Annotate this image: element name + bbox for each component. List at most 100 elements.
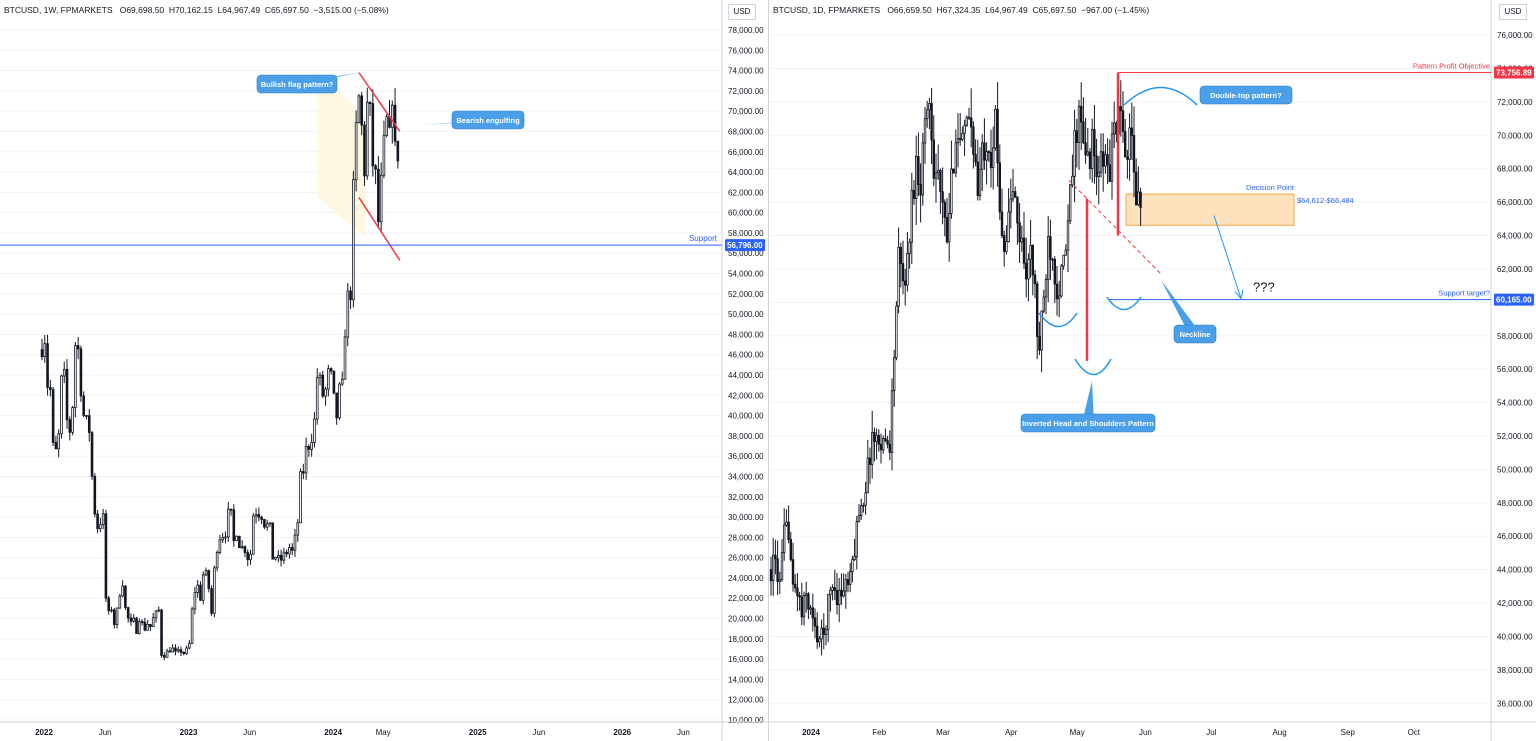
candle xyxy=(1013,186,1017,199)
candle-body xyxy=(793,583,797,589)
candle-body xyxy=(1082,121,1085,144)
price-tag-text: 60,165.00 xyxy=(1496,296,1532,305)
candle xyxy=(906,232,909,292)
candle xyxy=(877,429,881,452)
y-tick-label: 20,000.00 xyxy=(728,615,764,624)
candle-body xyxy=(921,142,925,196)
candle xyxy=(338,382,341,420)
candle-body xyxy=(1011,191,1015,200)
candle xyxy=(800,582,804,626)
y-tick-label: 36,000.00 xyxy=(1497,699,1533,708)
candle-body xyxy=(112,609,116,626)
symbol-label[interactable]: BTCUSD, 1W, FPMARKETS xyxy=(4,5,113,15)
candle xyxy=(921,132,925,206)
symbol-label[interactable]: BTCUSD, 1D, FPMARKETS xyxy=(773,5,881,15)
candle xyxy=(857,504,861,523)
candle xyxy=(246,549,250,567)
candle xyxy=(855,515,859,570)
candle-body xyxy=(862,504,865,507)
candle xyxy=(791,542,795,592)
candle xyxy=(101,508,105,530)
y-tick-label: 60,000.00 xyxy=(728,209,764,218)
candle xyxy=(324,386,327,406)
candle-body xyxy=(809,607,812,610)
x-tick-label: Feb xyxy=(872,728,886,737)
x-tick-label: Sep xyxy=(1341,728,1356,737)
candle xyxy=(793,573,797,593)
candle-body xyxy=(321,374,325,397)
candle xyxy=(154,609,158,623)
candle xyxy=(290,543,294,556)
candle xyxy=(818,635,821,648)
candle xyxy=(321,370,325,399)
candle xyxy=(40,338,44,361)
candle xyxy=(149,623,152,632)
x-tick-label: Jun xyxy=(99,728,112,737)
candle xyxy=(917,132,920,197)
candle-body xyxy=(1137,191,1140,206)
candle xyxy=(983,118,986,170)
x-tick-label: Jun xyxy=(243,728,256,737)
candle-body xyxy=(1000,211,1004,236)
candle-body xyxy=(1121,110,1125,132)
y-tick-label: 50,000.00 xyxy=(1497,465,1533,474)
candle xyxy=(972,121,975,169)
callout-box xyxy=(451,110,525,130)
candle-body xyxy=(304,446,308,474)
price-tag-box xyxy=(725,239,765,252)
currency-button[interactable]: USD xyxy=(728,4,756,20)
candle xyxy=(965,115,969,127)
candle xyxy=(76,336,80,360)
candle-body xyxy=(890,390,894,453)
y-tick-label: 68,000.00 xyxy=(1497,165,1533,174)
candle xyxy=(82,391,86,418)
inverted-hs-callout: Inverted Head and Shoulders Pattern xyxy=(1020,381,1156,433)
candle-body xyxy=(1055,283,1059,300)
candle xyxy=(789,531,793,562)
objective-label: Pattern Profit Objective xyxy=(1413,62,1490,71)
candle-body xyxy=(886,440,889,445)
candle xyxy=(780,539,784,582)
candle xyxy=(1110,121,1114,200)
candle-body xyxy=(1088,151,1092,169)
candle xyxy=(1035,281,1039,360)
candle-body xyxy=(79,348,83,397)
flag-upper-line xyxy=(358,72,401,132)
y-tick-label: 52,000.00 xyxy=(728,290,764,299)
candle-body xyxy=(822,627,826,635)
candle-body xyxy=(271,522,275,560)
candle-body xyxy=(903,280,907,286)
y-tick-label: 12,000.00 xyxy=(728,696,764,705)
candle xyxy=(1084,117,1087,164)
candle-body xyxy=(908,241,911,254)
candle xyxy=(989,129,993,188)
support-label: Support xyxy=(689,234,718,243)
candle xyxy=(179,646,183,657)
candle xyxy=(961,126,964,142)
candle xyxy=(1134,158,1138,206)
candle xyxy=(879,433,883,464)
candle-body xyxy=(1139,191,1142,208)
candle-body xyxy=(188,642,191,649)
candle xyxy=(240,540,244,550)
y-tick-label: 16,000.00 xyxy=(728,655,764,664)
candle xyxy=(243,545,247,558)
candle-body xyxy=(820,627,823,640)
candle-body xyxy=(813,617,817,627)
candle-body xyxy=(176,649,180,652)
candle xyxy=(304,437,308,480)
candle-body xyxy=(193,592,197,610)
candle xyxy=(124,585,127,610)
currency-button[interactable]: USD xyxy=(1499,4,1527,20)
candle-body xyxy=(835,589,839,606)
candle xyxy=(936,144,940,181)
candle xyxy=(1082,97,1085,145)
candle xyxy=(374,164,377,185)
candle-body xyxy=(310,442,313,450)
candle-body xyxy=(917,156,920,186)
candle xyxy=(257,507,261,522)
candle-body xyxy=(263,519,266,528)
candle xyxy=(204,567,208,577)
candle xyxy=(1007,188,1010,243)
candle xyxy=(157,606,161,613)
